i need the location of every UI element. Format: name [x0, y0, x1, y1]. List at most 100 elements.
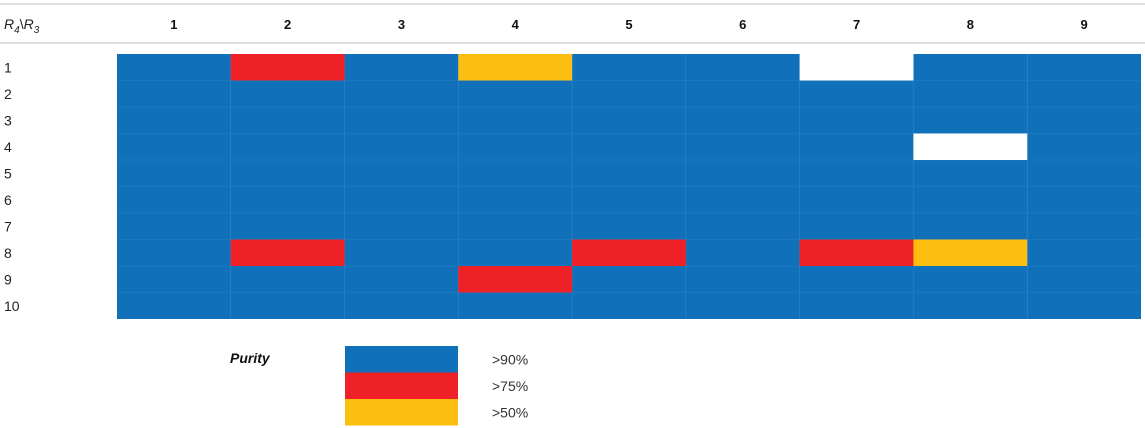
heatmap-cell [117, 80, 231, 107]
heatmap-cell [685, 54, 800, 81]
heatmap-cell-highlight [230, 239, 345, 266]
heatmap-cell [458, 239, 573, 266]
heatmap-cell [572, 107, 686, 134]
column-header: 5 [625, 17, 632, 32]
row-labels: 1 2 3 4 5 6 7 8 9 10 [4, 59, 20, 314]
heatmap-cell [117, 266, 231, 293]
heatmap-cell [572, 160, 686, 187]
heatmap-cell-highlight [913, 239, 1028, 266]
heatmap-cell [799, 133, 914, 160]
heatmap-cell [1027, 80, 1141, 107]
heatmap-cell [799, 186, 914, 213]
heatmap-cell [913, 292, 1028, 319]
heatmap-cell [799, 160, 914, 187]
heatmap-cell [230, 80, 345, 107]
heatmap-cell [117, 186, 231, 213]
column-header: 9 [1080, 17, 1087, 32]
heatmap-cell-highlight [458, 266, 573, 293]
heatmap-cell [799, 107, 914, 134]
row-label: 5 [4, 165, 12, 181]
legend: Purity >90% >75% >50% [230, 346, 528, 426]
corner-label-part: \ [20, 16, 24, 32]
heatmap-cell [344, 213, 459, 240]
heatmap-cell [685, 133, 800, 160]
heatmap-cell [458, 133, 573, 160]
heatmap-cells [117, 54, 1141, 319]
heatmap-cell [799, 213, 914, 240]
heatmap-cell [344, 292, 459, 319]
legend-swatch [345, 399, 458, 426]
heatmap-cell [458, 292, 573, 319]
heatmap-cell-highlight [799, 239, 914, 266]
legend-title: Purity [230, 350, 271, 366]
heatmap-cell-highlight [799, 54, 914, 81]
legend-label: >50% [492, 404, 528, 420]
heatmap-cell [344, 133, 459, 160]
heatmap-cell [117, 54, 231, 81]
heatmap-cell [799, 80, 914, 107]
corner-label-subscript: 3 [34, 25, 40, 36]
heatmap-cell [572, 80, 686, 107]
heatmap-cell [685, 186, 800, 213]
heatmap-cell [458, 80, 573, 107]
row-label: 6 [4, 192, 12, 208]
heatmap-cell [799, 266, 914, 293]
heatmap-cell [572, 133, 686, 160]
column-header-row: R4\R3 1 2 3 4 5 6 7 8 9 [0, 3, 1145, 44]
heatmap-cell [344, 239, 459, 266]
column-header: 6 [739, 17, 746, 32]
column-header: 1 [170, 17, 177, 32]
heatmap-cell [1027, 266, 1141, 293]
heatmap-cell [344, 107, 459, 134]
heatmap-cell [685, 266, 800, 293]
heatmap-cell-highlight [572, 239, 686, 266]
heatmap-cell [344, 80, 459, 107]
row-label: 8 [4, 245, 12, 261]
heatmap-cell [913, 107, 1028, 134]
heatmap-cell-highlight [230, 54, 345, 81]
heatmap-cell [117, 160, 231, 187]
heatmap-cell [1027, 54, 1141, 81]
column-header: 2 [284, 17, 291, 32]
heatmap-cell [230, 160, 345, 187]
column-header: 3 [398, 17, 405, 32]
heatmap-cell [230, 292, 345, 319]
heatmap-cell [913, 213, 1028, 240]
row-label: 10 [4, 298, 20, 314]
heatmap-cell [685, 160, 800, 187]
heatmap-cell [799, 292, 914, 319]
heatmap-cell [344, 160, 459, 187]
heatmap-cell [117, 213, 231, 240]
heatmap-cell [913, 266, 1028, 293]
legend-swatch [345, 346, 458, 373]
heatmap-cell [685, 213, 800, 240]
legend-swatch [345, 372, 458, 399]
heatmap-cell [572, 186, 686, 213]
legend-label: >75% [492, 378, 528, 394]
heatmap-cell [685, 239, 800, 266]
corner-label-subscript: 4 [14, 25, 20, 36]
heatmap-cell [1027, 186, 1141, 213]
heatmap-cell [117, 133, 231, 160]
heatmap-cell [572, 213, 686, 240]
column-header: 4 [512, 17, 520, 32]
heatmap-cell [1027, 133, 1141, 160]
heatmap-cell [685, 292, 800, 319]
heatmap-cell [1027, 213, 1141, 240]
heatmap-cell [572, 54, 686, 81]
heatmap-cell [458, 107, 573, 134]
heatmap-cell [117, 239, 231, 266]
row-label: 7 [4, 218, 12, 234]
heatmap-cell [1027, 107, 1141, 134]
heatmap-cell [913, 186, 1028, 213]
heatmap-cell [572, 266, 686, 293]
heatmap-cell [1027, 292, 1141, 319]
corner-label-part: R [4, 16, 14, 32]
heatmap-cell [117, 107, 231, 134]
heatmap-cell [230, 213, 345, 240]
heatmap-cell [1027, 239, 1141, 266]
heatmap-cell [913, 80, 1028, 107]
heatmap-cell [230, 266, 345, 293]
heatmap-cell [458, 213, 573, 240]
heatmap-cell [458, 186, 573, 213]
